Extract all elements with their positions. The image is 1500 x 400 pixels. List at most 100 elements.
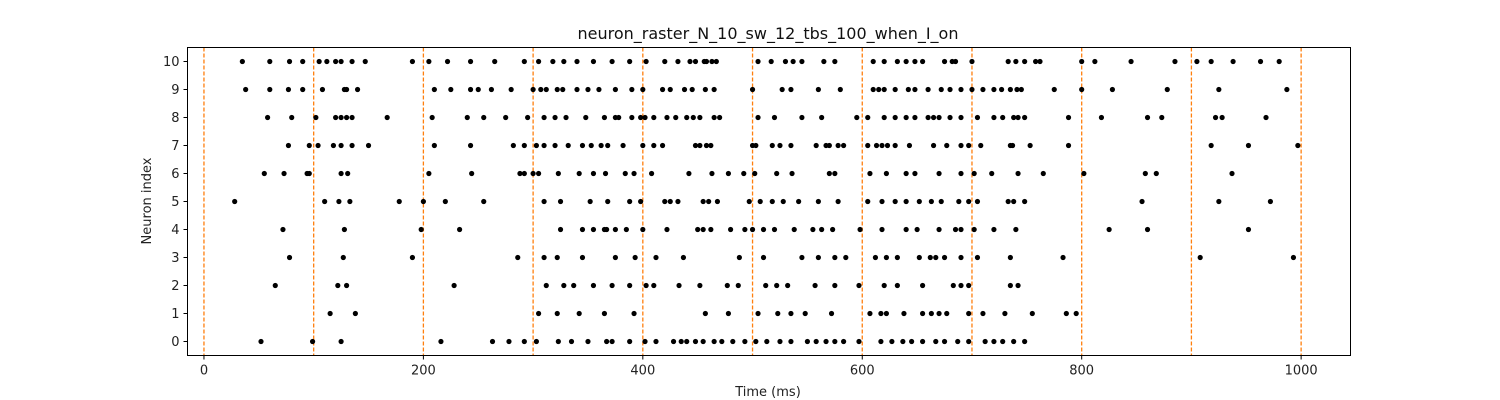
spike-point bbox=[991, 114, 997, 121]
x-tick-label: 0 bbox=[200, 364, 208, 379]
spike-point bbox=[725, 310, 732, 317]
spike-point bbox=[396, 198, 402, 205]
spike-point bbox=[638, 114, 644, 121]
spike-point bbox=[508, 86, 514, 93]
spike-point bbox=[620, 142, 626, 149]
spike-point bbox=[1290, 254, 1297, 261]
spike-point bbox=[587, 198, 593, 205]
spike-point bbox=[936, 170, 942, 177]
spike-point bbox=[757, 198, 763, 205]
spike-point bbox=[695, 226, 701, 233]
spike-point bbox=[362, 58, 368, 65]
spike-point bbox=[856, 338, 862, 345]
spike-point bbox=[788, 310, 794, 317]
spike-point bbox=[719, 338, 725, 345]
spike-point bbox=[543, 86, 549, 93]
y-axis: 0 1 2 3 4 5 6 7 8 9 10 bbox=[163, 55, 188, 350]
spike-point bbox=[933, 254, 939, 261]
spike-point bbox=[966, 338, 972, 345]
spike-point bbox=[749, 226, 756, 233]
spike-point bbox=[925, 86, 931, 93]
spike-point bbox=[955, 338, 961, 345]
spike-point bbox=[444, 58, 451, 65]
spike-point bbox=[892, 142, 898, 149]
spike-point bbox=[1014, 86, 1020, 93]
spike-point bbox=[492, 58, 498, 65]
spike-point bbox=[771, 226, 778, 233]
spike-point bbox=[300, 58, 306, 65]
spike-point bbox=[555, 170, 561, 177]
spike-point bbox=[451, 282, 457, 289]
spike-point bbox=[697, 142, 703, 149]
spike-point bbox=[352, 310, 358, 317]
spike-point bbox=[916, 254, 922, 261]
spike-point bbox=[616, 114, 622, 121]
spike-point bbox=[557, 198, 564, 205]
spike-point bbox=[643, 58, 649, 65]
spike-point bbox=[837, 86, 843, 93]
spike-point bbox=[938, 198, 944, 205]
spike-point bbox=[1128, 58, 1134, 65]
spike-point bbox=[741, 170, 747, 177]
spike-point bbox=[1263, 114, 1269, 121]
spike-point bbox=[1216, 86, 1222, 93]
spike-point bbox=[629, 114, 635, 121]
spike-point bbox=[316, 58, 322, 65]
spike-point bbox=[448, 86, 454, 93]
spike-point bbox=[867, 170, 873, 177]
spike-point bbox=[503, 114, 509, 121]
spike-point bbox=[692, 142, 699, 149]
spike-point bbox=[1295, 142, 1301, 149]
x-tick-label: 600 bbox=[850, 364, 875, 379]
spike-point bbox=[568, 338, 575, 345]
spike-point bbox=[481, 114, 487, 121]
y-tick-label: 4 bbox=[171, 223, 179, 238]
spike-point bbox=[261, 170, 267, 177]
spike-point bbox=[832, 254, 838, 261]
spike-point bbox=[978, 142, 984, 149]
spike-point bbox=[543, 282, 549, 289]
spike-point bbox=[742, 338, 748, 345]
spike-point bbox=[1007, 86, 1013, 93]
spike-point bbox=[692, 58, 699, 65]
spike-point bbox=[640, 142, 646, 149]
spike-point bbox=[841, 142, 847, 149]
spike-point bbox=[916, 198, 922, 205]
spike-point bbox=[933, 338, 939, 345]
spike-point bbox=[349, 58, 355, 65]
spike-point bbox=[903, 226, 909, 233]
spike-point bbox=[826, 142, 832, 149]
spike-point bbox=[711, 338, 717, 345]
spike-point bbox=[272, 282, 278, 289]
spike-point bbox=[289, 114, 295, 121]
spike-point bbox=[905, 86, 911, 93]
spike-point bbox=[1033, 58, 1039, 65]
spike-point bbox=[1037, 58, 1043, 65]
spike-point bbox=[752, 170, 758, 177]
spike-point bbox=[991, 226, 997, 233]
spike-point bbox=[700, 198, 706, 205]
spike-point bbox=[879, 142, 885, 149]
spike-point bbox=[343, 114, 350, 121]
spike-point bbox=[1013, 58, 1019, 65]
spike-point bbox=[708, 142, 714, 149]
spike-point bbox=[579, 142, 586, 149]
spike-point bbox=[338, 142, 344, 149]
spike-point bbox=[1159, 114, 1165, 121]
spike-point bbox=[664, 226, 670, 233]
spike-point bbox=[700, 226, 706, 233]
spike-point bbox=[1011, 114, 1017, 121]
spike-point bbox=[810, 226, 816, 233]
spike-point bbox=[753, 338, 759, 345]
spike-point bbox=[865, 142, 871, 149]
spike-point bbox=[1079, 58, 1085, 65]
spike-point bbox=[774, 282, 780, 289]
spike-point bbox=[867, 310, 873, 317]
spike-point bbox=[431, 142, 437, 149]
spike-point bbox=[571, 282, 577, 289]
spike-point bbox=[552, 114, 558, 121]
spike-point bbox=[384, 114, 390, 121]
spike-point bbox=[881, 86, 887, 93]
spike-point bbox=[920, 310, 926, 317]
spike-point bbox=[900, 338, 906, 345]
